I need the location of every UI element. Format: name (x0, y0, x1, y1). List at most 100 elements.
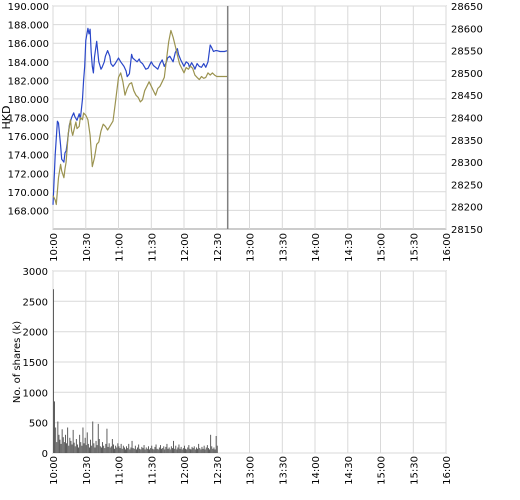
price-series-line (52, 27, 228, 205)
volume-time-tick-label: 16:00 (442, 456, 453, 485)
volume-bar (136, 449, 137, 453)
volume-bar (209, 449, 210, 453)
volume-bar (79, 434, 81, 453)
price-time-axis-ticks: 10:00 10:30 11:00 11:30 12:00 12:30 13:00 13:30… (49, 233, 453, 262)
volume-bar (54, 401, 55, 453)
volume-axis-ticks: 0 500 1000 1500 2000 2500 3000 (23, 267, 48, 460)
volume-bar (166, 443, 168, 453)
volume-bar (57, 421, 59, 453)
volume-bar (83, 443, 85, 453)
volume-bar (87, 443, 89, 453)
volume-bars (53, 289, 218, 453)
volume-bar (95, 440, 97, 453)
price-left-tick-label: 186.000 (8, 39, 49, 50)
volume-time-tick-label: 10:00 (49, 456, 60, 485)
price-left-tick-label: 190.000 (8, 2, 49, 13)
price-time-tick-label: 12:30 (213, 233, 224, 262)
volume-bar (181, 449, 183, 453)
volume-bar (99, 446, 101, 453)
volume-bar (176, 449, 178, 453)
volume-bar (164, 449, 166, 453)
volume-bar (132, 448, 134, 453)
volume-chart-panel: 0 500 1000 1500 2000 2500 3000 10:00 10:30 11:00… (12, 267, 453, 485)
volume-time-tick-label: 15:30 (409, 456, 420, 485)
volume-bar (165, 446, 167, 453)
price-time-tick-label: 13:00 (246, 233, 257, 262)
volume-bar (205, 447, 207, 453)
volume-tick-label: 0 (42, 449, 48, 460)
volume-bar (208, 448, 209, 453)
price-chart-panel: 168.000 170.000 172.000 174.000 176.000 178.0… (0, 2, 483, 262)
volume-bar (169, 449, 171, 453)
volume-bar (85, 445, 87, 453)
volume-bar (82, 427, 84, 453)
volume-bar (78, 447, 79, 453)
price-left-axis-ticks: 168.000 170.000 172.000 174.000 176.000 178.0… (8, 2, 49, 217)
price-axis-label: HKD (0, 106, 13, 130)
price-left-tick-label: 182.000 (8, 76, 49, 87)
volume-bar (212, 448, 214, 453)
volume-bar (204, 449, 206, 453)
volume-bar (179, 448, 181, 453)
volume-bar (80, 442, 82, 453)
volume-bar (133, 448, 135, 453)
volume-bar (73, 442, 75, 453)
volume-bar (162, 448, 164, 453)
volume-bar (138, 444, 140, 453)
price-left-tick-label: 174.000 (8, 151, 49, 162)
price-time-tick-label: 11:30 (147, 233, 158, 262)
volume-bar (56, 442, 58, 453)
volume-bar (68, 445, 70, 453)
volume-bar (145, 447, 147, 453)
volume-bar (206, 445, 208, 453)
price-time-tick-label: 13:30 (278, 233, 289, 262)
price-left-tick-label: 178.000 (8, 114, 49, 125)
index-right-tick-label: 28650 (451, 2, 483, 13)
volume-bar (163, 446, 165, 453)
volume-bar (175, 445, 177, 453)
volume-bar (130, 447, 132, 453)
volume-bar (203, 445, 205, 453)
volume-bar (65, 434, 66, 453)
volume-bar (109, 447, 111, 453)
volume-bar (139, 448, 141, 453)
volume-time-tick-label: 14:00 (311, 456, 322, 485)
index-right-tick-label: 28200 (451, 203, 483, 214)
volume-bar (89, 447, 90, 453)
volume-bar (190, 449, 192, 453)
price-left-tick-label: 184.000 (8, 58, 49, 69)
volume-time-tick-label: 13:00 (246, 456, 257, 485)
index-right-tick-label: 28600 (451, 24, 483, 35)
volume-bar (134, 445, 136, 453)
volume-bar (94, 447, 96, 453)
volume-bar (102, 442, 103, 453)
volume-bar (149, 449, 150, 453)
volume-bar (104, 448, 106, 453)
volume-bar (96, 445, 98, 453)
volume-bar (197, 448, 198, 453)
volume-bar (129, 449, 131, 453)
volume-bar (184, 445, 185, 453)
volume-bar (125, 449, 126, 453)
price-time-tick-label: 14:30 (344, 233, 355, 262)
volume-bar (144, 449, 146, 453)
volume-bar (173, 440, 174, 453)
volume-bar (98, 439, 100, 453)
volume-bar (137, 447, 138, 453)
volume-axis-label: No. of shares (k) (12, 321, 23, 403)
price-left-tick-label: 172.000 (8, 169, 49, 180)
price-series-lines (52, 27, 228, 206)
volume-bar (77, 444, 78, 453)
volume-bar (186, 449, 188, 453)
index-right-tick-label: 28550 (451, 47, 483, 58)
index-right-tick-label: 28150 (451, 225, 483, 236)
volume-bar (63, 442, 65, 453)
volume-bar (91, 445, 93, 453)
volume-bar (71, 444, 73, 453)
volume-bar (193, 446, 195, 453)
volume-bar (124, 447, 125, 453)
price-left-tick-label: 176.000 (8, 132, 49, 143)
index-series-line (52, 29, 228, 206)
volume-bar (118, 446, 120, 453)
volume-bar (200, 449, 202, 453)
